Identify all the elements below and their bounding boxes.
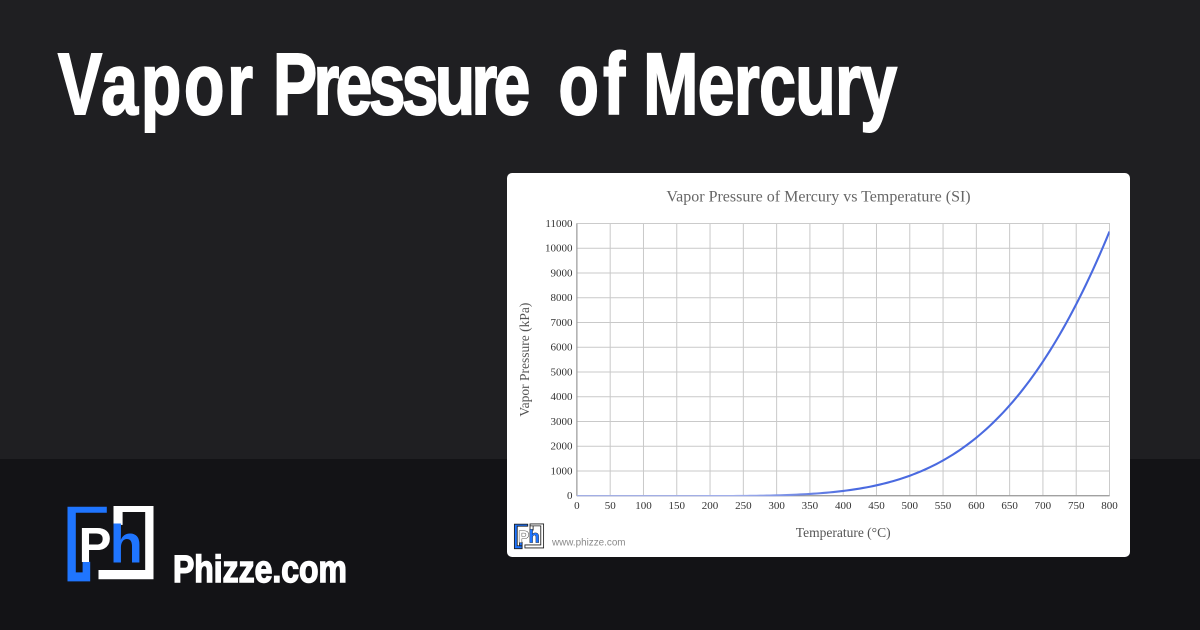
svg-text:6000: 6000 [550, 342, 573, 354]
svg-text:11000: 11000 [545, 218, 573, 230]
svg-text:Vapor Pressure (kPa): Vapor Pressure (kPa) [517, 303, 532, 417]
svg-text:500: 500 [901, 500, 918, 512]
svg-text:250: 250 [735, 500, 752, 512]
svg-text:P: P [79, 518, 112, 573]
svg-text:h: h [110, 515, 143, 575]
svg-text:350: 350 [801, 500, 818, 512]
svg-text:7000: 7000 [550, 317, 573, 329]
svg-text:0: 0 [567, 490, 573, 502]
svg-text:0: 0 [574, 500, 580, 512]
svg-text:550: 550 [934, 500, 951, 512]
svg-text:450: 450 [868, 500, 885, 512]
svg-text:150: 150 [668, 500, 685, 512]
svg-text:400: 400 [835, 500, 852, 512]
svg-text:800: 800 [1101, 500, 1118, 512]
svg-text:200: 200 [701, 500, 718, 512]
svg-text:100: 100 [635, 500, 652, 512]
svg-text:P: P [518, 528, 529, 546]
svg-text:300: 300 [768, 500, 785, 512]
svg-text:650: 650 [1001, 500, 1018, 512]
svg-text:9000: 9000 [550, 267, 573, 279]
svg-text:750: 750 [1068, 500, 1085, 512]
svg-text:1000: 1000 [550, 465, 573, 477]
svg-text:www.phizze.com: www.phizze.com [551, 538, 626, 549]
svg-text:5000: 5000 [550, 366, 573, 378]
svg-text:8000: 8000 [550, 292, 573, 304]
svg-text:Vapor Pressure of Mercury vs T: Vapor Pressure of Mercury vs Temperature… [666, 189, 970, 206]
svg-text:10000: 10000 [545, 243, 573, 255]
svg-text:2000: 2000 [550, 441, 573, 453]
svg-text:3000: 3000 [550, 416, 573, 428]
svg-text:4000: 4000 [550, 391, 573, 403]
svg-text:600: 600 [968, 500, 985, 512]
svg-text:Temperature (°C): Temperature (°C) [795, 525, 890, 540]
svg-text:h: h [528, 527, 539, 547]
svg-text:50: 50 [604, 500, 616, 512]
svg-text:700: 700 [1034, 500, 1051, 512]
